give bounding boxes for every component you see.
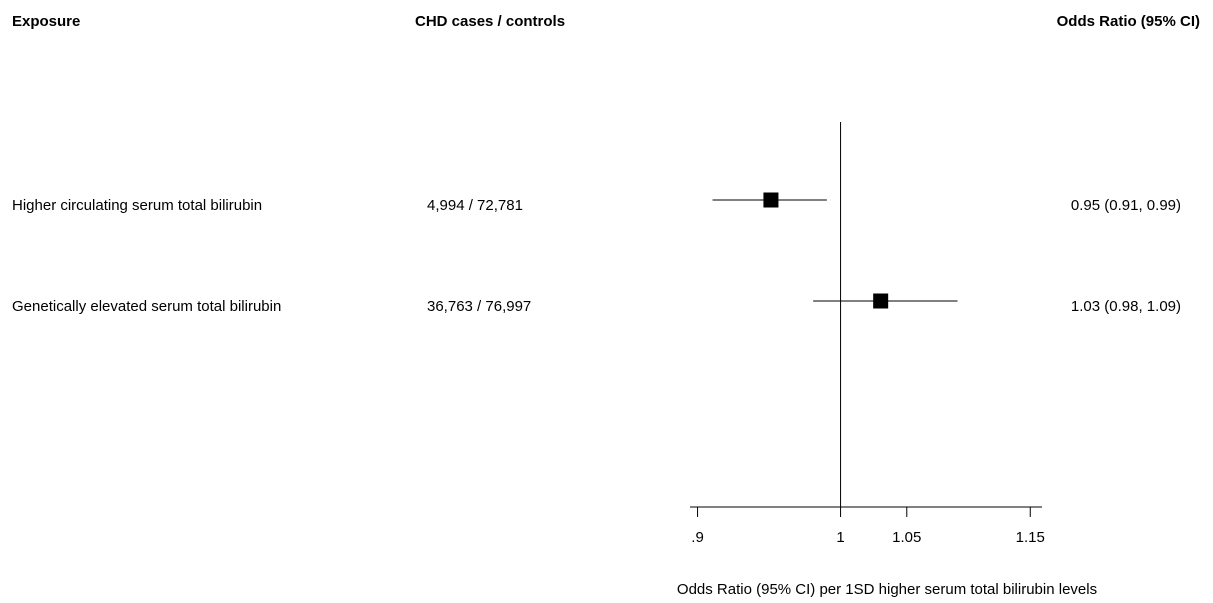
x-tick-label: 1.05 (892, 529, 921, 546)
column-header: CHD cases / controls (415, 13, 565, 30)
x-tick-label: 1 (836, 529, 844, 546)
value-label: 1.03 (0.98, 1.09) (1071, 298, 1181, 315)
column-header: Odds Ratio (95% CI) (1057, 13, 1200, 30)
cases-controls: 36,763 / 76,997 (427, 298, 531, 315)
row-label: Genetically elevated serum total bilirub… (12, 298, 281, 315)
point-estimate (763, 192, 779, 208)
x-tick-label: 1.15 (1016, 529, 1045, 546)
cases-controls: 4,994 / 72,781 (427, 197, 523, 214)
x-tick-label: .9 (691, 529, 704, 546)
x-axis-label: Odds Ratio (95% CI) per 1SD higher serum… (677, 581, 1097, 598)
value-label: 0.95 (0.91, 0.99) (1071, 197, 1181, 214)
column-header: Exposure (12, 13, 80, 30)
point-estimate (873, 293, 889, 309)
row-label: Higher circulating serum total bilirubin (12, 197, 262, 214)
